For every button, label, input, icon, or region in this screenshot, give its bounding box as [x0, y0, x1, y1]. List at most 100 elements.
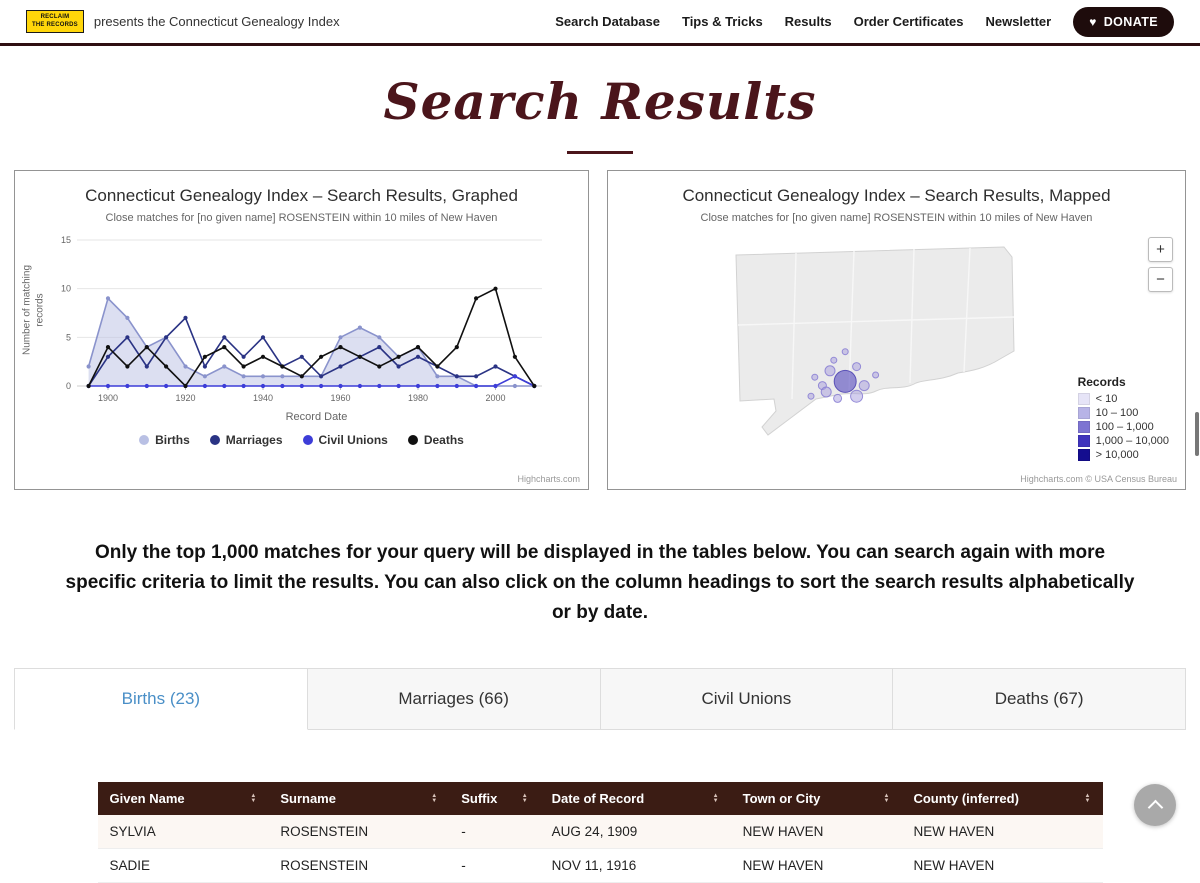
svg-text:0: 0 [66, 381, 71, 391]
table-cell: NOV 11, 1916 [539, 848, 731, 883]
tab-births-23[interactable]: Births (23) [14, 668, 308, 731]
tab-deaths-67[interactable]: Deaths (67) [893, 668, 1186, 731]
site-tagline: presents the Connecticut Genealogy Index [93, 14, 340, 29]
table-cell: ROSENSTEIN [268, 815, 450, 850]
site-header: RECLAIM THE RECORDS presents the Connect… [0, 0, 1200, 46]
page-title: Search Results [383, 72, 817, 131]
connecticut-map[interactable] [678, 233, 1058, 445]
map-legend-title: Records [1077, 375, 1126, 389]
svg-text:1900: 1900 [98, 393, 118, 403]
svg-text:5: 5 [66, 332, 71, 342]
map-legend-item[interactable]: 10 – 100 [1077, 407, 1169, 419]
table-cell: NEW HAVEN [901, 848, 1103, 883]
graph-plot: 0 5 10 15 1900 1920 1940 1960 1980 2000 [49, 230, 554, 417]
legend-item-marriages[interactable]: Marriages [209, 433, 283, 447]
map-bubble[interactable] [858, 380, 870, 392]
tab-civil-unions[interactable]: Civil Unions [600, 668, 894, 731]
map-bubble[interactable] [852, 362, 862, 372]
graph-subtitle: Close matches for [no given name] ROSENS… [105, 212, 498, 224]
nav-link-search-database[interactable]: Search Database [555, 14, 660, 29]
results-tabs: Births (23) Marriages (66) Civil Unions Dea… [14, 668, 1186, 731]
map-canvas [678, 233, 1058, 445]
legend-marker-icon [209, 435, 220, 445]
column-label: Suffix [461, 791, 498, 807]
sort-icon: ▲ ▼ [712, 792, 719, 804]
nav-link-tips-tricks[interactable]: Tips & Tricks [681, 14, 763, 29]
column-header-town-or-city[interactable]: Town or City ▲ ▼ [730, 782, 902, 816]
map-bubble[interactable] [833, 369, 857, 393]
legend-range-label: 1,000 – 10,000 [1095, 435, 1169, 447]
column-header-given-name[interactable]: Given Name ▲ ▼ [97, 782, 269, 816]
legend-marker-icon [407, 435, 418, 445]
zoom-in-button[interactable]: + [1148, 237, 1173, 262]
map-bubble[interactable] [820, 386, 832, 398]
map-legend-item[interactable]: < 10 [1077, 393, 1169, 405]
map-bubble[interactable] [850, 389, 864, 403]
legend-range-label: > 10,000 [1095, 449, 1139, 461]
legend-label: Births [155, 433, 190, 447]
svg-text:1940: 1940 [253, 393, 273, 403]
graph-svg: 0 5 10 15 1900 1920 1940 1960 1980 2000 [61, 235, 542, 403]
charts-row: Connecticut Genealogy Index – Search Res… [0, 170, 1200, 490]
map-bubble[interactable] [872, 371, 880, 379]
map-bubble[interactable] [841, 348, 849, 356]
map-bubble[interactable] [824, 365, 836, 377]
title-divider [567, 151, 633, 154]
logo-line1: RECLAIM [40, 13, 70, 20]
highcharts-census-credit: Highcharts.com © USA Census Bureau [1020, 474, 1177, 484]
svg-text:1920: 1920 [175, 393, 195, 403]
legend-swatch-icon [1077, 393, 1090, 405]
tab-marriages-66[interactable]: Marriages (66) [307, 668, 601, 731]
map-bubble[interactable] [811, 373, 819, 381]
map-legend-item[interactable]: > 10,000 [1077, 449, 1169, 461]
legend-item-births[interactable]: Births [139, 433, 190, 447]
map-bubble[interactable] [830, 356, 838, 364]
zoom-out-button[interactable]: − [1148, 267, 1173, 292]
column-header-date-of-record[interactable]: Date of Record ▲ ▼ [539, 782, 731, 816]
graph-legend: Births Marriages Civil Unions Deaths [15, 433, 588, 447]
column-label: Town or City [742, 791, 821, 807]
county-borders [737, 247, 1015, 400]
map-legend: Records < 10 10 – 100 100 – 1,000 1,000 – 1… [1077, 375, 1169, 461]
map-bubble[interactable] [807, 392, 815, 400]
table-body: SYLVIA ROSENSTEIN - AUG 24, 1909 NEW HAVEN NE… [97, 815, 1103, 883]
scroll-to-top-button[interactable] [1134, 784, 1176, 826]
results-intro-text: Only the top 1,000 matches for your quer… [65, 542, 1135, 624]
column-header-surname[interactable]: Surname ▲ ▼ [268, 782, 450, 816]
nav-link-results[interactable]: Results [784, 14, 832, 29]
column-header-county-inferred[interactable]: County (inferred) ▲ ▼ [901, 782, 1103, 816]
map-subtitle: Close matches for [no given name] ROSENS… [700, 212, 1093, 224]
legend-range-label: < 10 [1095, 393, 1118, 405]
table-header-row: Given Name ▲ ▼ Surname ▲ ▼ Suffix ▲ ▼ Date of … [97, 782, 1103, 816]
column-label: Date of Record [551, 791, 645, 807]
legend-marker-icon [139, 435, 150, 445]
map-legend-item[interactable]: 100 – 1,000 [1077, 421, 1169, 433]
legend-label: Civil Unions [318, 433, 388, 447]
sort-icon: ▲ ▼ [521, 792, 528, 804]
graphed-panel: Connecticut Genealogy Index – Search Res… [14, 170, 589, 490]
table-cell: NEW HAVEN [730, 815, 902, 850]
scrollbar-thumb[interactable] [1195, 412, 1199, 456]
births-results-table: Given Name ▲ ▼ Surname ▲ ▼ Suffix ▲ ▼ Date of … [97, 782, 1103, 883]
legend-marker-icon [302, 435, 313, 445]
legend-item-civil-unions[interactable]: Civil Unions [302, 433, 388, 447]
table-row: SYLVIA ROSENSTEIN - AUG 24, 1909 NEW HAVEN NE… [97, 815, 1103, 850]
column-header-suffix[interactable]: Suffix ▲ ▼ [449, 782, 540, 816]
sort-icon: ▲ ▼ [250, 792, 257, 804]
nav-link-order-certificates[interactable]: Order Certificates [853, 14, 964, 29]
map-bubble[interactable] [833, 393, 843, 403]
legend-swatch-icon [1077, 407, 1090, 419]
table-row: SADIE ROSENSTEIN - NOV 11, 1916 NEW HAVEN NEW… [97, 848, 1103, 883]
svg-text:10: 10 [61, 284, 71, 294]
nav-link-newsletter[interactable]: Newsletter [985, 14, 1052, 29]
table-cell: - [449, 848, 540, 883]
donate-button[interactable]: ♥ DONATE [1073, 6, 1174, 37]
svg-text:1960: 1960 [330, 393, 350, 403]
reclaim-the-records-logo[interactable]: RECLAIM THE RECORDS [26, 9, 84, 34]
svg-text:2000: 2000 [485, 393, 505, 403]
map-legend-item[interactable]: 1,000 – 10,000 [1077, 435, 1169, 447]
column-label: County (inferred) [913, 791, 1019, 807]
connecticut-shape [735, 246, 1015, 436]
legend-swatch-icon [1077, 435, 1090, 447]
legend-item-deaths[interactable]: Deaths [407, 433, 464, 447]
